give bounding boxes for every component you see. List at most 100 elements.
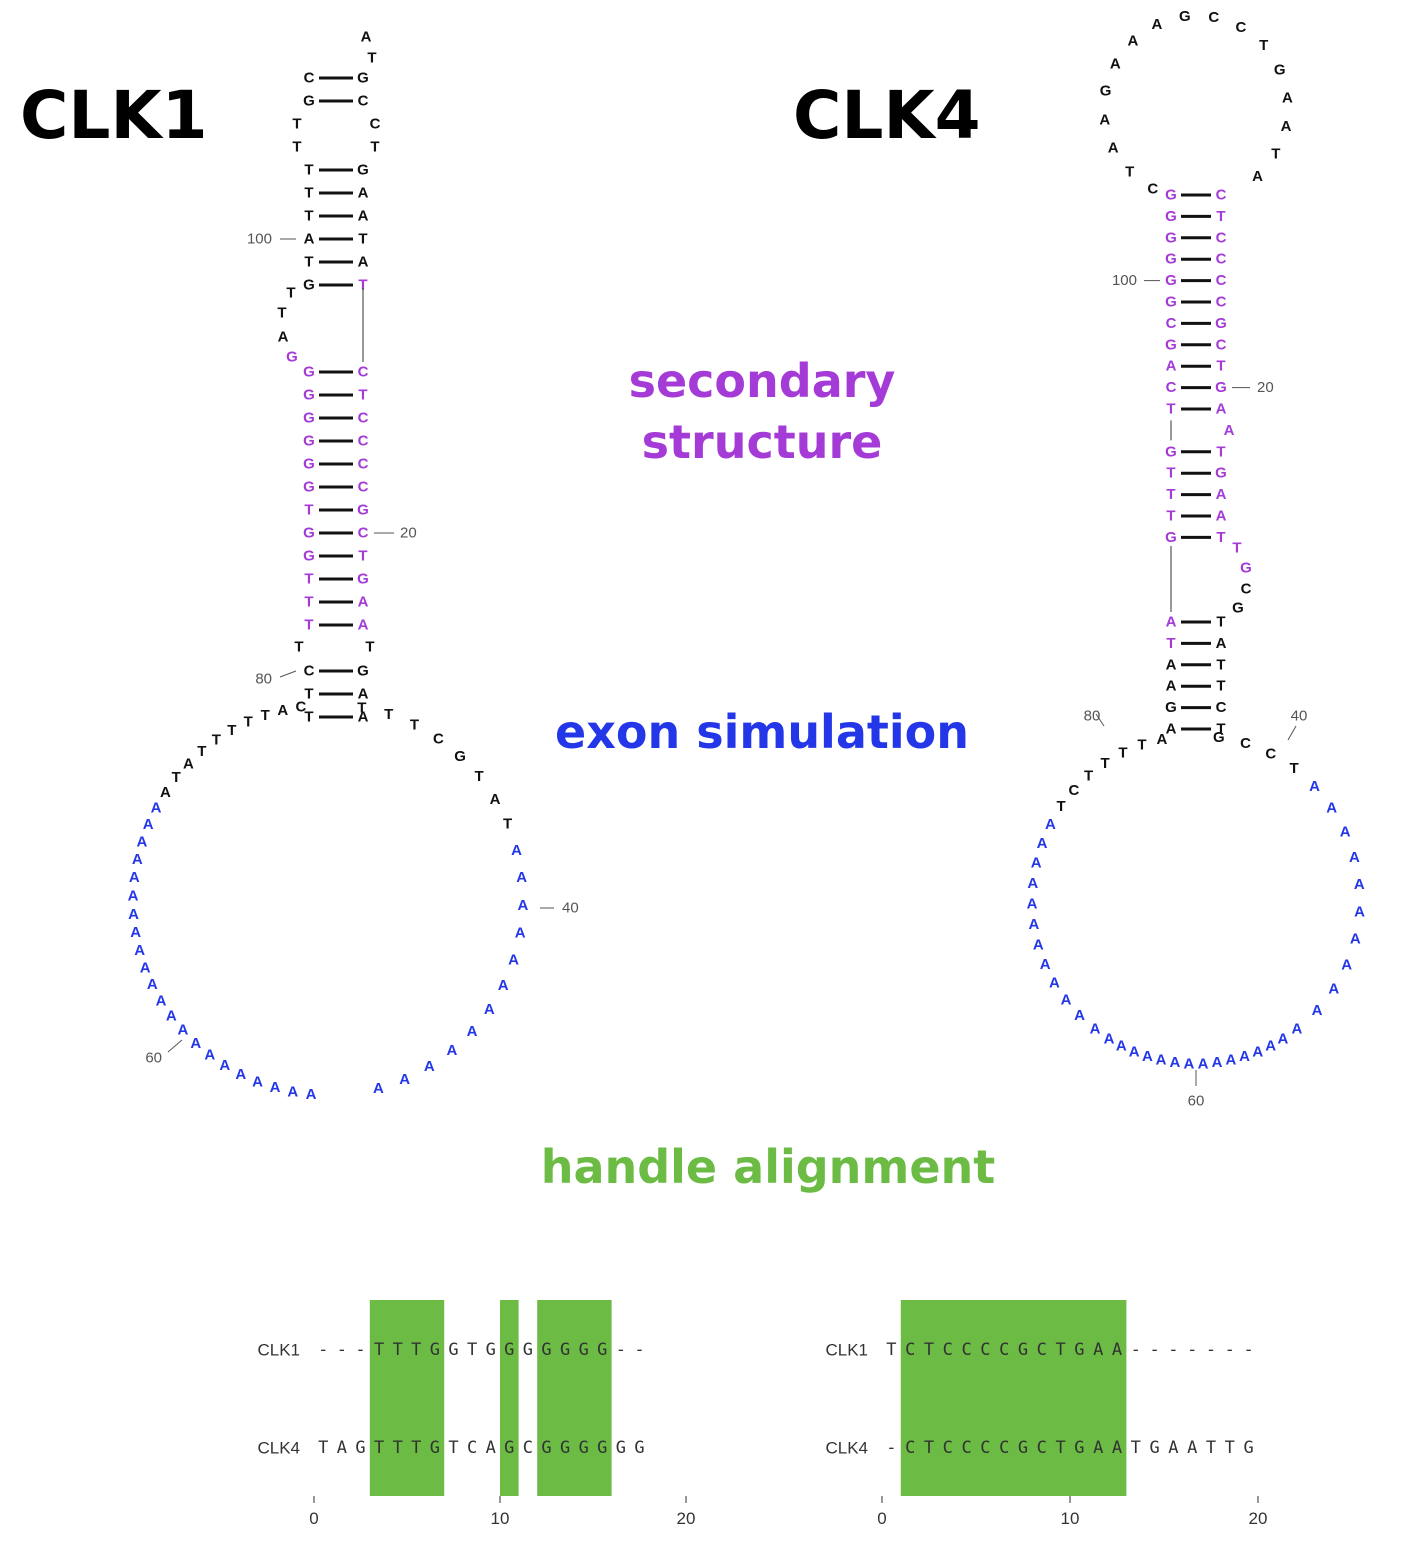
loop-nucleotide: A xyxy=(130,924,141,941)
aligned-residue: T xyxy=(1131,1438,1141,1458)
position-number: 60 xyxy=(1188,1093,1205,1110)
stem-nucleotide: T xyxy=(1216,208,1225,225)
stem-nucleotide: A xyxy=(358,594,369,611)
loop-nucleotide: A xyxy=(132,851,143,868)
bulge-nucleotide: T xyxy=(277,305,286,322)
loop-nucleotide: A xyxy=(1061,991,1072,1008)
stem-nucleotide: G xyxy=(1165,229,1177,246)
aligned-residue: T xyxy=(924,1438,934,1458)
clk4-title: CLK4 xyxy=(793,77,981,154)
hairpin-loop-nucleotide: A xyxy=(361,29,372,46)
loop-nucleotide: C xyxy=(1265,746,1276,763)
loop-nucleotide: A xyxy=(1328,980,1339,997)
stem-nucleotide: T xyxy=(358,387,367,404)
stem-nucleotide: T xyxy=(304,594,313,611)
stem-nucleotide: T xyxy=(1216,529,1225,546)
aligned-residue: T xyxy=(1055,1438,1065,1458)
hairpin-loop-nucleotide: C xyxy=(1147,181,1158,198)
loop-nucleotide: A xyxy=(252,1073,263,1090)
loop-nucleotide: A xyxy=(1156,731,1167,748)
loop-nucleotide: A xyxy=(1312,1002,1323,1019)
stem-nucleotide: T xyxy=(1216,678,1225,695)
aligned-residue: T xyxy=(1225,1438,1235,1458)
stem-nucleotide: A xyxy=(358,617,369,634)
stem-nucleotide: T xyxy=(304,502,313,519)
stem-nucleotide: T xyxy=(358,277,367,294)
stem-nucleotide: C xyxy=(358,433,369,450)
alignment-highlight xyxy=(369,1300,445,1496)
aligned-residue: A xyxy=(337,1438,347,1458)
loop-nucleotide: A xyxy=(1354,903,1365,920)
aligned-residue: G xyxy=(1074,1340,1084,1360)
stem-nucleotide: G xyxy=(357,70,369,87)
hairpin-loop-nucleotide: A xyxy=(1128,32,1139,49)
axis-tick-label: 20 xyxy=(1249,1509,1268,1528)
loop-nucleotide: A xyxy=(1156,1052,1167,1069)
stem-nucleotide: G xyxy=(1165,272,1177,289)
loop-nucleotide: T xyxy=(1137,737,1146,754)
loop-nucleotide: A xyxy=(136,833,147,850)
loop-nucleotide: T xyxy=(261,707,270,724)
aligned-residue: G xyxy=(579,1438,589,1458)
aligned-residue: G xyxy=(1018,1340,1028,1360)
bulge-nucleotide: C xyxy=(1241,581,1252,598)
loop-nucleotide: A xyxy=(143,816,154,833)
stem-nucleotide: G xyxy=(303,456,315,473)
stem-nucleotide: G xyxy=(1165,529,1177,546)
aligned-residue: C xyxy=(1037,1438,1047,1458)
stem-nucleotide: T xyxy=(1216,443,1225,460)
stem-nucleotide: T xyxy=(1166,635,1175,652)
stem-nucleotide: G xyxy=(303,93,315,110)
stem-nucleotide: G xyxy=(303,479,315,496)
stem-nucleotide: T xyxy=(304,571,313,588)
stem-nucleotide: T xyxy=(292,139,301,156)
hairpin-loop-nucleotide: T xyxy=(1271,145,1280,162)
loop-nucleotide: A xyxy=(1169,1054,1180,1071)
aligned-residue: C xyxy=(905,1340,915,1360)
position-number: 40 xyxy=(1291,708,1308,725)
loop-nucleotide: A xyxy=(515,924,526,941)
aligned-residue: G xyxy=(523,1340,533,1360)
stem-nucleotide: A xyxy=(1216,486,1227,503)
caption-exon-simulation: exon simulation xyxy=(555,705,969,759)
loop-nucleotide: A xyxy=(399,1071,410,1088)
hairpin-loop-nucleotide: G xyxy=(1274,61,1286,78)
aligned-residue: T xyxy=(393,1438,403,1458)
hairpin-loop-nucleotide: G xyxy=(1179,8,1191,25)
stem-nucleotide: G xyxy=(303,433,315,450)
stem-nucleotide: A xyxy=(1166,678,1177,695)
loop-nucleotide: A xyxy=(1129,1043,1140,1060)
stem-nucleotide: T xyxy=(1166,508,1175,525)
aligned-residue: G xyxy=(430,1438,440,1458)
aligned-residue: T xyxy=(374,1438,384,1458)
stem-nucleotide: A xyxy=(1166,614,1177,631)
loop-nucleotide: A xyxy=(1028,916,1039,933)
stem-nucleotide: T xyxy=(292,116,301,133)
aligned-residue: G xyxy=(504,1340,514,1360)
sequence-name: CLK4 xyxy=(257,1439,300,1458)
sequence-name: CLK1 xyxy=(257,1341,300,1360)
loop-nucleotide: A xyxy=(508,951,519,968)
loop-nucleotide: A xyxy=(134,942,145,959)
stem-nucleotide: A xyxy=(1216,401,1227,418)
number-tick xyxy=(279,670,297,678)
loop-nucleotide: T xyxy=(1289,760,1298,777)
stem-nucleotide: A xyxy=(1216,508,1227,525)
loop-nucleotide: A xyxy=(129,869,140,886)
aligned-residue: C xyxy=(961,1340,971,1360)
stem-nucleotide: C xyxy=(1216,699,1227,716)
bulge-nucleotide: A xyxy=(278,329,289,346)
loop-nucleotide: A xyxy=(235,1066,246,1083)
stem-nucleotide: A xyxy=(358,208,369,225)
loop-nucleotide: A xyxy=(1033,936,1044,953)
loop-nucleotide: T xyxy=(212,732,221,749)
loop-nucleotide: A xyxy=(424,1058,435,1075)
loop-nucleotide: A xyxy=(1252,1043,1263,1060)
aligned-residue: G xyxy=(560,1340,570,1360)
loop-nucleotide: T xyxy=(384,706,393,723)
stem-nucleotide: A xyxy=(1216,635,1227,652)
stem-nucleotide: T xyxy=(1166,465,1175,482)
bulge-nucleotide: G xyxy=(1232,600,1244,617)
